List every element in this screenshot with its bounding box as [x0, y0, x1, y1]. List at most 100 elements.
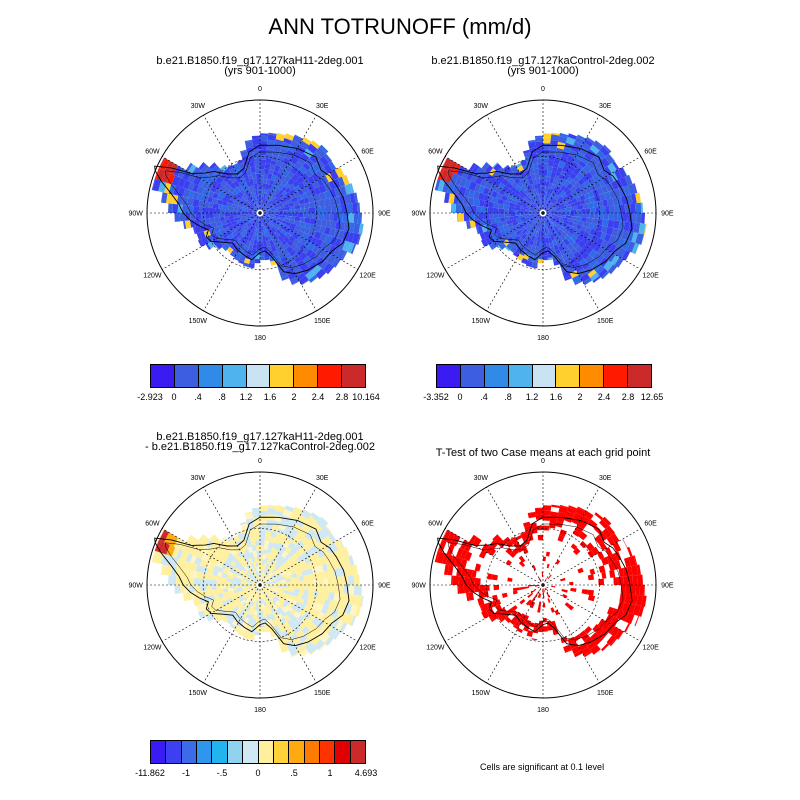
grid-cell [606, 536, 616, 546]
grid-cell [246, 203, 253, 209]
grid-cell [236, 621, 243, 628]
grid-cell [533, 236, 538, 243]
grid-cell [281, 141, 291, 151]
grid-cell [248, 568, 253, 574]
grid-cell [267, 215, 273, 219]
grid-cell [304, 217, 311, 224]
grid-cell [610, 616, 619, 627]
grid-cell [261, 593, 265, 598]
grid-cell [282, 585, 288, 588]
grid-cell [268, 593, 274, 599]
grid-cell [234, 559, 240, 565]
grid-cell [626, 546, 633, 557]
grid-cell [601, 225, 608, 234]
grid-cell [265, 236, 269, 242]
grid-cell [637, 574, 643, 585]
grid-cell [260, 505, 269, 512]
grid-cell [545, 226, 549, 233]
grid-cell [579, 540, 588, 549]
grid-cell [273, 185, 279, 192]
grid-cell [280, 147, 288, 154]
grid-cell [532, 163, 539, 170]
grid-cell [334, 539, 344, 551]
grid-cell [252, 211, 257, 213]
grid-cell [618, 221, 625, 231]
grid-cell [546, 214, 551, 217]
grid-cell [201, 194, 209, 202]
grid-cell [232, 222, 240, 228]
meridian-line [161, 212, 261, 270]
grid-cell [290, 564, 298, 571]
grid-cell [275, 575, 283, 580]
grid-cell [588, 183, 597, 192]
grid-cell [273, 536, 281, 544]
grid-cell [582, 231, 590, 239]
grid-cell [600, 239, 609, 250]
grid-cell [527, 512, 536, 519]
grid-cell [240, 197, 247, 203]
grid-cell [599, 519, 609, 529]
grid-cell [566, 154, 575, 163]
grid-cell [295, 601, 302, 608]
grid-cell [546, 219, 550, 225]
grid-cell [270, 632, 277, 638]
grid-cell [211, 197, 219, 204]
grid-cell [173, 537, 183, 549]
grid-cell [488, 615, 494, 622]
grid-cell [270, 530, 278, 538]
grid-cell [348, 555, 355, 566]
grid-cell [262, 567, 266, 573]
grid-cell [511, 538, 518, 545]
grid-cell [564, 602, 571, 608]
grid-cell [581, 142, 591, 152]
grid-cell [494, 536, 503, 545]
grid-cell [546, 176, 551, 182]
grid-cell [260, 220, 263, 227]
grid-cell [606, 554, 614, 564]
grid-cell [219, 208, 226, 213]
grid-cell [230, 209, 237, 213]
colorbar-swatch [151, 741, 167, 763]
grid-cell [496, 221, 504, 228]
grid-cell [328, 585, 334, 593]
grid-cell [549, 223, 555, 230]
grid-cell [307, 515, 318, 526]
grid-cell [187, 577, 194, 585]
grid-cell [520, 200, 527, 206]
grid-cell [570, 247, 578, 255]
grid-cell [512, 587, 520, 592]
grid-cell [266, 178, 271, 185]
grid-cell [258, 588, 260, 595]
grid-cell [264, 192, 269, 200]
latitude-circle [486, 156, 600, 270]
grid-cell [523, 521, 531, 528]
grid-cell [543, 158, 549, 164]
grid-cell [260, 159, 266, 165]
grid-cell [271, 213, 278, 215]
grid-cell [299, 217, 305, 223]
grid-cell [633, 183, 638, 194]
grid-cell [466, 220, 471, 230]
grid-cell [524, 230, 530, 236]
grid-cell [531, 261, 538, 267]
grid-cell [323, 535, 333, 546]
grid-cell [306, 143, 318, 154]
grid-cell [267, 217, 273, 222]
grid-cell [236, 586, 242, 590]
colorbar-swatch [437, 365, 461, 387]
grid-cell [536, 200, 540, 206]
grid-cell [196, 571, 202, 579]
grid-cell [237, 185, 243, 191]
grid-cell [298, 575, 304, 581]
grid-cell [249, 222, 255, 229]
grid-cell [278, 217, 285, 221]
grid-cell [289, 588, 295, 593]
grid-cell [316, 549, 325, 559]
grid-cell [287, 557, 294, 564]
grid-cell [593, 194, 601, 202]
grid-cell [544, 205, 546, 210]
longitude-label: 60W [145, 520, 160, 527]
grid-cell [214, 615, 222, 623]
grid-cell [278, 524, 286, 531]
grid-cell [479, 199, 485, 207]
